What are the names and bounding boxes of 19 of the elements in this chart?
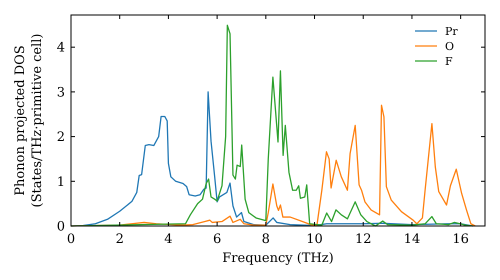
y-tick-label: 0 [56, 220, 65, 235]
y-tick-label: 2 [56, 130, 65, 146]
y-tick-label: 4 [56, 40, 65, 56]
x-tick-label: 12 [354, 232, 372, 247]
x-tick-label: 14 [404, 232, 420, 247]
x-tick-label: 16 [452, 232, 469, 247]
x-tick-label: 2 [116, 232, 124, 247]
legend-label: Pr [445, 24, 458, 38]
x-axis-title: Frequency (THz) [222, 251, 334, 266]
x-tick-label: 10 [306, 232, 323, 247]
x-tick-label: 6 [212, 232, 222, 247]
x-tick-label: 4 [164, 232, 173, 247]
legend-label: F [445, 54, 453, 68]
x-tick-label: 8 [262, 232, 270, 247]
legend-label: O [445, 40, 454, 53]
y-axis-title: Phonon projected DOS (States/THz·primitive cell) [13, 33, 45, 208]
y-tick-label: 1 [56, 174, 65, 190]
x-tick-label: 0 [66, 232, 76, 247]
y-tick-label: 3 [56, 85, 65, 100]
